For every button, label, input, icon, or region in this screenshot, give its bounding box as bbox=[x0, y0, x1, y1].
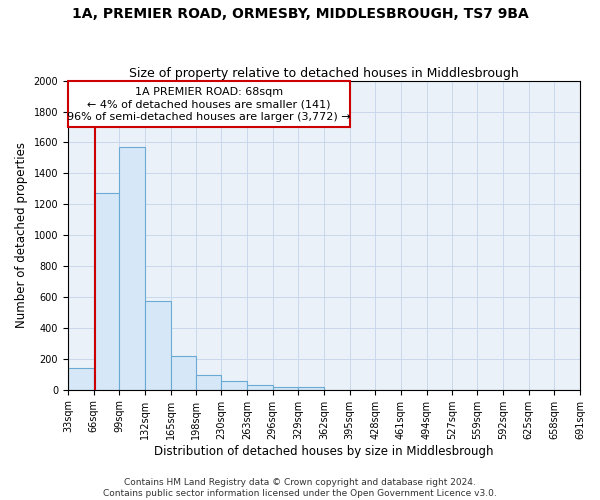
Bar bbox=[247, 385, 272, 390]
Y-axis label: Number of detached properties: Number of detached properties bbox=[15, 142, 28, 328]
Bar bbox=[68, 368, 94, 390]
Text: 96% of semi-detached houses are larger (3,772) →: 96% of semi-detached houses are larger (… bbox=[67, 112, 350, 122]
Text: 1A, PREMIER ROAD, ORMESBY, MIDDLESBROUGH, TS7 9BA: 1A, PREMIER ROAD, ORMESBY, MIDDLESBROUGH… bbox=[71, 8, 529, 22]
Text: Contains HM Land Registry data © Crown copyright and database right 2024.
Contai: Contains HM Land Registry data © Crown c… bbox=[103, 478, 497, 498]
Text: ← 4% of detached houses are smaller (141): ← 4% of detached houses are smaller (141… bbox=[87, 99, 331, 109]
Bar bbox=[94, 194, 119, 390]
Bar bbox=[119, 147, 145, 390]
Bar bbox=[272, 386, 298, 390]
Bar bbox=[221, 381, 247, 390]
Title: Size of property relative to detached houses in Middlesbrough: Size of property relative to detached ho… bbox=[129, 66, 519, 80]
Bar bbox=[170, 356, 196, 390]
FancyBboxPatch shape bbox=[68, 80, 350, 127]
Text: 1A PREMIER ROAD: 68sqm: 1A PREMIER ROAD: 68sqm bbox=[135, 87, 283, 97]
Bar bbox=[196, 375, 221, 390]
Bar bbox=[298, 386, 324, 390]
X-axis label: Distribution of detached houses by size in Middlesbrough: Distribution of detached houses by size … bbox=[154, 444, 494, 458]
Bar bbox=[145, 301, 170, 390]
